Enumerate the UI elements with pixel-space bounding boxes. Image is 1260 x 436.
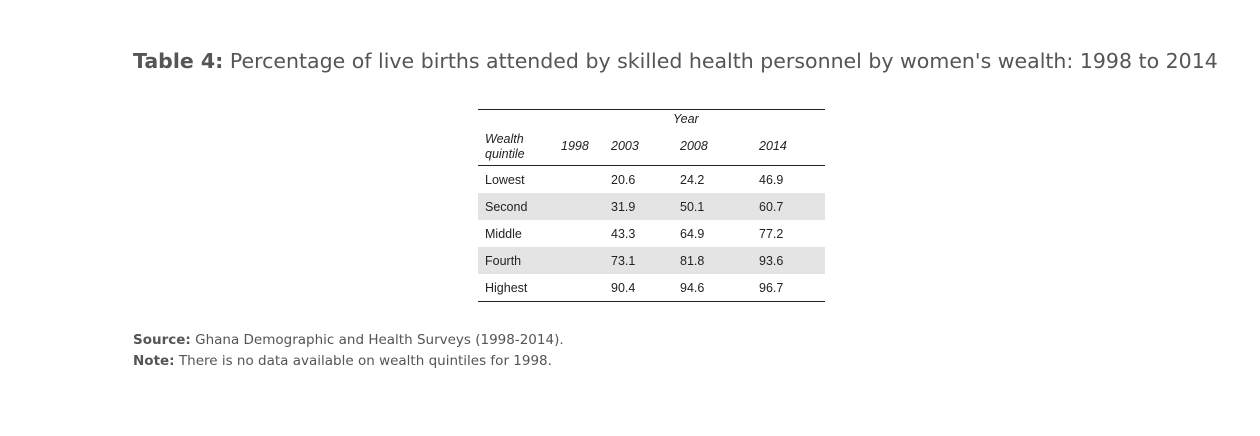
column-header-2008: 2008 [680,128,759,166]
column-header-1998: 1998 [561,128,611,166]
cell-2008: 64.9 [680,226,705,241]
table-row: Middle 43.3 64.9 77.2 [478,220,825,247]
note-text: There is no data available on wealth qui… [178,353,552,369]
cell-2003: 43.3 [611,226,636,241]
row-label: Highest [478,274,561,302]
cell-2014: 60.7 [759,193,825,220]
source-label: Source: [133,332,191,348]
table-title-text: Percentage of live births attended by sk… [229,49,1218,73]
cell-2008: 94.6 [680,274,759,302]
cell-2003: 20.6 [611,172,636,187]
cell-2003: 73.1 [611,247,680,274]
table-row: Second 31.9 50.1 60.7 [478,193,825,220]
table-row: Fourth 73.1 81.8 93.6 [478,247,825,274]
table-notes: Source: Ghana Demographic and Health Sur… [133,330,564,372]
row-header-text: Wealth quintile [485,131,525,161]
table-row: Lowest 20.6 24.2 46.9 [478,166,825,194]
cell-2008: 50.1 [680,193,759,220]
column-header-row: Wealth quintile 1998 2003 2008 2014 [478,128,825,166]
cell-2003: 90.4 [611,274,680,302]
cell-1998 [561,247,611,274]
note-line: Note: There is no data available on weal… [133,351,564,372]
cell-2008: 81.8 [680,247,759,274]
cell-1998 [561,220,611,247]
cell-2003: 31.9 [611,193,680,220]
cell-2014: 93.6 [759,247,825,274]
year-group-header: Year [478,109,825,128]
year-header-row: Year [478,109,825,128]
column-header-2014: 2014 [759,128,825,166]
cell-2014: 77.2 [759,226,784,241]
cell-2008: 24.2 [680,172,705,187]
cell-2014: 96.7 [759,274,825,302]
table-title: Table 4: Percentage of live births atten… [133,49,1218,73]
cell-1998 [561,193,611,220]
table-row: Highest 90.4 94.6 96.7 [478,274,825,302]
column-header-2003: 2003 [611,128,680,166]
source-line: Source: Ghana Demographic and Health Sur… [133,330,564,351]
row-label: Middle [485,226,522,241]
source-text: Ghana Demographic and Health Surveys (19… [195,332,564,348]
cell-1998 [561,166,611,194]
cell-1998 [561,274,611,302]
data-table: Year Wealth quintile 1998 2003 2008 2014… [478,109,825,302]
row-label: Second [478,193,561,220]
data-table-container: Year Wealth quintile 1998 2003 2008 2014… [478,109,825,302]
row-header-wealth-quintile: Wealth quintile [478,128,561,166]
note-label: Note: [133,353,175,369]
row-label: Fourth [478,247,561,274]
cell-2014: 46.9 [759,172,784,187]
table-title-label: Table 4: [133,49,224,73]
row-label: Lowest [485,172,525,187]
